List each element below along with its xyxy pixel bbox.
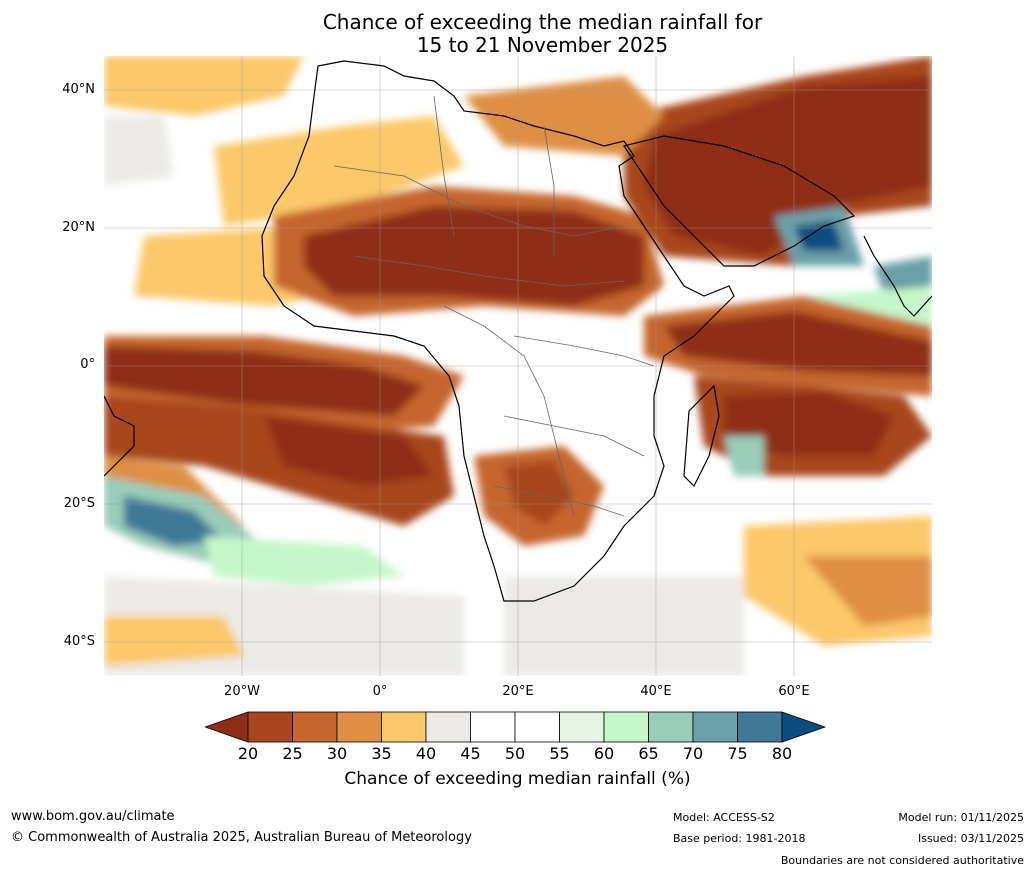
colorbar-extend-low xyxy=(205,711,249,743)
colorbar-bin xyxy=(514,711,560,743)
colorbar-bin xyxy=(425,711,471,743)
colorbar-tick-label: 65 xyxy=(638,744,659,763)
colorbar-tick-label: 35 xyxy=(371,744,392,763)
graticule xyxy=(104,56,932,676)
colorbar-bin xyxy=(292,711,338,743)
colorbar-tick-label: 25 xyxy=(282,744,303,763)
footer-disclaimer: Boundaries are not considered authoritat… xyxy=(780,854,1024,867)
country-borders xyxy=(333,95,655,517)
lon-label-20w: 20°W xyxy=(224,684,260,699)
colorbar-bin xyxy=(247,711,293,743)
lat-label-20s: 20°S xyxy=(63,496,95,511)
rainfall-field xyxy=(104,56,932,676)
rainfall-map xyxy=(104,56,932,676)
lat-label-40n: 40°N xyxy=(62,82,95,97)
colorbar-tick-label: 20 xyxy=(237,744,259,763)
lat-label-20n: 20°N xyxy=(62,220,95,235)
footer-model-run: Model run: 01/11/2025 xyxy=(898,811,1024,824)
colorbar-bin xyxy=(692,711,738,743)
colorbar-tick-label: 70 xyxy=(682,744,704,763)
colorbar xyxy=(205,711,827,743)
colorbar-bin xyxy=(603,711,649,743)
colorbar-extend-high xyxy=(781,711,827,743)
footer-copyright: © Commonwealth of Australia 2025, Austra… xyxy=(11,830,472,845)
colorbar-bin xyxy=(470,711,516,743)
colorbar-bin xyxy=(381,711,427,743)
map-title-line1: Chance of exceeding the median rainfall … xyxy=(322,10,763,34)
colorbar-tick-label: 40 xyxy=(415,744,437,763)
footer-issued: Issued: 03/11/2025 xyxy=(917,832,1024,845)
coastlines xyxy=(104,60,932,602)
colorbar-bin xyxy=(737,711,783,743)
colorbar-label: Chance of exceeding median rainfall (%) xyxy=(344,769,691,789)
footer-url: www.bom.gov.au/climate xyxy=(11,809,175,824)
colorbar-tick-label: 55 xyxy=(549,744,570,763)
colorbar-bin xyxy=(559,711,605,743)
lat-label-0: 0° xyxy=(80,357,95,372)
lon-label-20e: 20°E xyxy=(502,684,534,699)
colorbar-tick-label: 30 xyxy=(326,744,348,763)
colorbar-tick-label: 80 xyxy=(771,744,793,763)
lon-label-40e: 40°E xyxy=(640,684,672,699)
colorbar-tick-label: 75 xyxy=(727,744,748,763)
footer-model: Model: ACCESS-S2 xyxy=(673,811,775,824)
colorbar-bin xyxy=(648,711,694,743)
lon-label-0: 0° xyxy=(372,684,388,699)
colorbar-tick-label: 50 xyxy=(504,744,526,763)
footer-base-period: Base period: 1981-2018 xyxy=(673,832,806,845)
colorbar-bin xyxy=(336,711,382,743)
lat-label-40s: 40°S xyxy=(63,634,95,649)
colorbar-tick-label: 45 xyxy=(460,744,481,763)
map-title-line2: 15 to 21 November 2025 xyxy=(416,33,669,57)
colorbar-tick-label: 60 xyxy=(593,744,615,763)
lon-label-60e: 60°E xyxy=(778,684,810,699)
